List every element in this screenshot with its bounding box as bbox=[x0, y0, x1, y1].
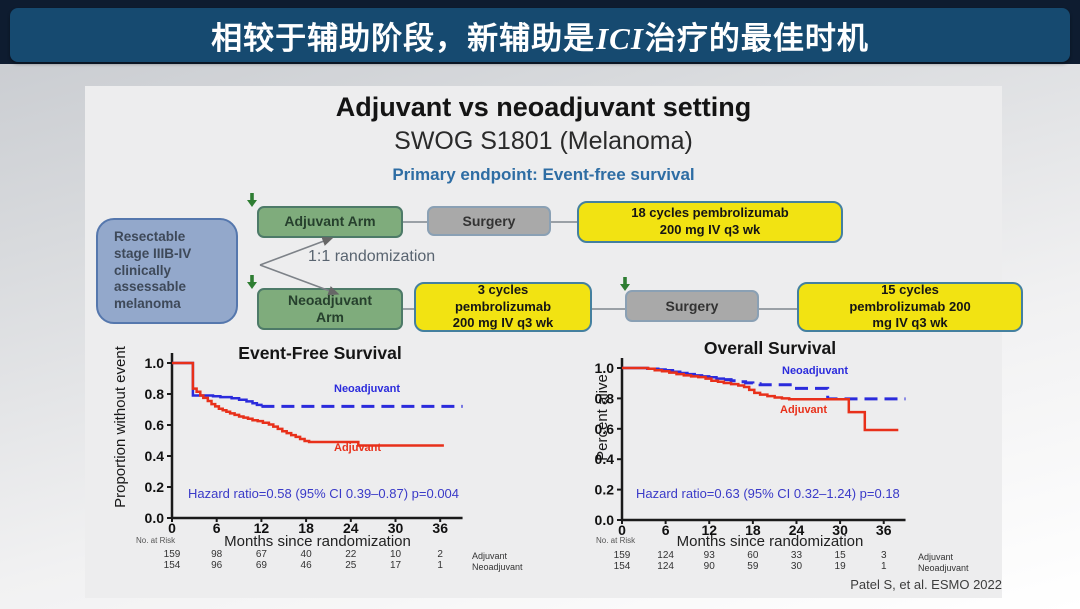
green-down-arrow-icon bbox=[620, 277, 630, 291]
efs-hazard-ratio-annotation: Hazard ratio=0.58 (95% CI 0.39–0.87) p=0… bbox=[188, 486, 460, 501]
slide-title: 相较于辅助阶段，新辅助是ICI治疗的最佳时机 bbox=[211, 13, 869, 58]
neoadjuvant-pre-treatment-box: 3 cycles pembrolizumab 200 mg IV q3 wk bbox=[414, 282, 592, 332]
svg-text:0.2: 0.2 bbox=[145, 479, 165, 495]
citation: Patel S, et al. ESMO 2022 bbox=[850, 577, 1002, 592]
randomization-fork-arrows bbox=[259, 236, 340, 296]
svg-text:30: 30 bbox=[832, 522, 848, 538]
green-down-arrow-icon bbox=[247, 275, 257, 289]
os-number-at-risk-label: No. at Risk bbox=[596, 536, 636, 545]
svg-text:98: 98 bbox=[211, 549, 223, 560]
efs-adjuvant-curve-label: Adjuvant bbox=[334, 442, 382, 454]
os-risk-row-adjuvant-label: Adjuvant bbox=[918, 552, 954, 562]
svg-text:0.4: 0.4 bbox=[595, 451, 615, 467]
svg-text:0.2: 0.2 bbox=[595, 482, 615, 498]
svg-text:25: 25 bbox=[345, 560, 357, 571]
os-hazard-ratio-annotation: Hazard ratio=0.63 (95% CI 0.32–1.24) p=0… bbox=[636, 486, 900, 501]
connector-line bbox=[403, 221, 427, 223]
svg-text:0.6: 0.6 bbox=[145, 417, 165, 433]
primary-endpoint-label: Primary endpoint: Event-free survival bbox=[392, 165, 695, 184]
efs-neoadjuvant-curve-label: Neoadjuvant bbox=[334, 383, 401, 395]
study-subtitle: SWOG S1801 (Melanoma) bbox=[394, 127, 693, 155]
svg-text:30: 30 bbox=[791, 561, 803, 572]
svg-text:36: 36 bbox=[876, 522, 892, 538]
svg-text:93: 93 bbox=[704, 550, 716, 561]
svg-text:6: 6 bbox=[213, 520, 221, 536]
svg-text:6: 6 bbox=[662, 522, 670, 538]
efs-chart-title: Event-Free Survival bbox=[238, 343, 402, 363]
svg-text:1.0: 1.0 bbox=[145, 355, 165, 371]
surgery-box-bottom: Surgery bbox=[625, 290, 759, 322]
svg-text:59: 59 bbox=[747, 561, 759, 572]
svg-text:0.6: 0.6 bbox=[595, 421, 615, 437]
svg-text:0.8: 0.8 bbox=[595, 390, 615, 406]
svg-text:154: 154 bbox=[614, 561, 631, 572]
svg-text:2: 2 bbox=[437, 549, 443, 560]
svg-text:60: 60 bbox=[747, 550, 759, 561]
svg-text:1: 1 bbox=[881, 561, 887, 572]
os-x-axis-label: Months since randomization bbox=[676, 533, 864, 550]
svg-text:124: 124 bbox=[657, 561, 674, 572]
svg-text:159: 159 bbox=[614, 550, 631, 561]
neoadjuvant-post-treatment-box: 15 cycles pembrolizumab 200 mg IV q3 wk bbox=[797, 282, 1023, 332]
svg-text:12: 12 bbox=[254, 520, 270, 536]
study-title: Adjuvant vs neoadjuvant setting bbox=[335, 92, 752, 122]
svg-text:18: 18 bbox=[298, 520, 314, 536]
slide-title-suffix: 治疗的最佳时机 bbox=[644, 20, 869, 56]
svg-text:0: 0 bbox=[618, 522, 626, 538]
connector-line bbox=[592, 308, 625, 310]
connector-line bbox=[551, 221, 577, 223]
svg-text:1.0: 1.0 bbox=[595, 360, 615, 376]
svg-text:67: 67 bbox=[256, 549, 268, 560]
svg-text:1: 1 bbox=[437, 560, 443, 571]
svg-text:36: 36 bbox=[432, 520, 448, 536]
os-adjuvant-curve-label: Adjuvant bbox=[780, 404, 828, 416]
svg-text:19: 19 bbox=[835, 561, 847, 572]
os-neoadjuvant-curve-label: Neoadjuvant bbox=[782, 365, 849, 377]
svg-text:17: 17 bbox=[390, 560, 402, 571]
efs-risk-row-neoadjuvant-label: Neoadjuvant bbox=[472, 562, 523, 572]
svg-text:159: 159 bbox=[164, 549, 181, 560]
svg-text:24: 24 bbox=[343, 520, 359, 536]
svg-text:69: 69 bbox=[256, 560, 268, 571]
efs-x-axis-label: Months since randomization bbox=[224, 533, 411, 550]
svg-text:90: 90 bbox=[704, 561, 716, 572]
svg-text:0.8: 0.8 bbox=[145, 386, 165, 402]
svg-text:0: 0 bbox=[168, 520, 176, 536]
os-risk-row-neoadjuvant-label: Neoadjuvant bbox=[918, 563, 969, 573]
svg-text:0.4: 0.4 bbox=[145, 448, 165, 464]
connector-line bbox=[403, 308, 414, 310]
svg-text:0.0: 0.0 bbox=[145, 510, 165, 526]
population-box: Resectable stage IIIB-IV clinically asse… bbox=[96, 218, 238, 324]
slide-title-prefix: 相较于辅助阶段，新辅助是 bbox=[211, 20, 596, 56]
svg-text:154: 154 bbox=[164, 560, 181, 571]
svg-text:96: 96 bbox=[211, 560, 223, 571]
efs-risk-row-adjuvant-label: Adjuvant bbox=[472, 551, 508, 561]
svg-text:33: 33 bbox=[791, 550, 803, 561]
svg-text:22: 22 bbox=[345, 549, 357, 560]
green-down-arrow-icon bbox=[247, 193, 257, 207]
svg-text:46: 46 bbox=[301, 560, 313, 571]
efs-kaplan-meier-plot: 0 6 12 18 24 30 36 0.0 0.2 0.4 0.6 0.8 1.0 159 98 67 40 2… bbox=[145, 353, 463, 571]
header-bar: 相较于辅助阶段，新辅助是ICI治疗的最佳时机 bbox=[10, 8, 1070, 62]
randomization-label: 1:1 randomization bbox=[308, 248, 436, 265]
svg-text:0.0: 0.0 bbox=[595, 512, 615, 528]
svg-text:24: 24 bbox=[789, 522, 805, 538]
svg-text:18: 18 bbox=[745, 522, 761, 538]
svg-text:3: 3 bbox=[881, 550, 887, 561]
connector-line bbox=[759, 308, 797, 310]
slide-title-ici: ICI bbox=[596, 20, 644, 56]
content-panel bbox=[85, 86, 1002, 598]
adjuvant-treatment-box: 18 cycles pembrolizumab 200 mg IV q3 wk bbox=[577, 201, 843, 243]
os-chart-title: Overall Survival bbox=[703, 338, 837, 358]
svg-text:15: 15 bbox=[835, 550, 847, 561]
svg-text:40: 40 bbox=[301, 549, 313, 560]
surgery-box-top: Surgery bbox=[427, 206, 551, 236]
efs-number-at-risk-label: No. at Risk bbox=[136, 536, 176, 545]
svg-text:124: 124 bbox=[657, 550, 674, 561]
svg-text:10: 10 bbox=[390, 549, 402, 560]
svg-text:12: 12 bbox=[701, 522, 717, 538]
svg-text:30: 30 bbox=[388, 520, 404, 536]
